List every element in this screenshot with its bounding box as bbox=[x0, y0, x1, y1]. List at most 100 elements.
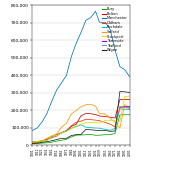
Manchester bbox=[104, 21, 106, 23]
Rochdale bbox=[65, 130, 68, 132]
Salford bbox=[46, 137, 48, 139]
Oldham bbox=[65, 130, 68, 132]
Bury bbox=[36, 142, 38, 144]
Manchester bbox=[90, 16, 92, 19]
Salford bbox=[119, 127, 121, 129]
Oldham bbox=[70, 125, 72, 127]
Rochdale bbox=[41, 140, 43, 142]
Bolton bbox=[90, 113, 92, 115]
Oldham bbox=[90, 119, 92, 121]
Tameside bbox=[129, 106, 131, 108]
Wigan bbox=[31, 142, 33, 144]
Bury bbox=[65, 138, 68, 140]
Wigan bbox=[129, 92, 131, 94]
Line: Stockport: Stockport bbox=[32, 96, 130, 142]
Line: Salford: Salford bbox=[32, 104, 130, 143]
Manchester bbox=[119, 66, 121, 68]
Wigan bbox=[75, 134, 77, 136]
Rochdale bbox=[129, 108, 131, 110]
Manchester bbox=[56, 89, 58, 91]
Line: Rochdale: Rochdale bbox=[32, 109, 130, 142]
Trafford bbox=[119, 107, 121, 109]
Wigan bbox=[85, 128, 87, 130]
Salford bbox=[31, 142, 33, 144]
Trafford bbox=[124, 107, 126, 109]
Wigan bbox=[65, 137, 68, 139]
Oldham bbox=[104, 121, 106, 124]
Rochdale bbox=[124, 108, 126, 110]
Stockport bbox=[85, 122, 87, 124]
Salford bbox=[94, 105, 97, 107]
Salford bbox=[60, 126, 63, 128]
Oldham bbox=[94, 119, 97, 121]
Rochdale bbox=[60, 132, 63, 134]
Bolton bbox=[124, 98, 126, 101]
Manchester bbox=[65, 74, 68, 76]
Bury bbox=[94, 134, 97, 136]
Tameside bbox=[119, 106, 121, 109]
Manchester bbox=[70, 56, 72, 58]
Oldham bbox=[75, 121, 77, 123]
Oldham bbox=[119, 106, 121, 108]
Line: Wigan: Wigan bbox=[32, 92, 130, 143]
Bury bbox=[98, 134, 101, 136]
Wigan bbox=[56, 138, 58, 141]
Line: Manchester: Manchester bbox=[32, 11, 130, 130]
Manchester bbox=[129, 76, 131, 78]
Rochdale bbox=[104, 128, 106, 130]
Manchester bbox=[41, 121, 43, 123]
Rochdale bbox=[80, 124, 82, 126]
Stockport bbox=[70, 128, 72, 130]
Manchester bbox=[75, 42, 77, 44]
Manchester bbox=[36, 127, 38, 129]
Bury bbox=[124, 114, 126, 116]
Rochdale bbox=[94, 127, 97, 129]
Salford bbox=[109, 117, 111, 119]
Tameside bbox=[124, 106, 126, 108]
Bolton bbox=[31, 141, 33, 143]
Bury bbox=[109, 134, 111, 136]
Stockport bbox=[124, 96, 126, 98]
Oldham bbox=[98, 120, 101, 122]
Rochdale bbox=[109, 129, 111, 131]
Oldham bbox=[31, 142, 33, 144]
Rochdale bbox=[31, 141, 33, 143]
Oldham bbox=[129, 106, 131, 108]
Stockport bbox=[109, 119, 111, 121]
Rochdale bbox=[75, 125, 77, 128]
Line: Trafford: Trafford bbox=[120, 108, 130, 109]
Oldham bbox=[60, 132, 63, 134]
Stockport bbox=[80, 123, 82, 125]
Salford bbox=[41, 140, 43, 142]
Bolton bbox=[51, 135, 53, 138]
Salford bbox=[129, 106, 131, 109]
Oldham bbox=[109, 123, 111, 125]
Wigan bbox=[114, 130, 116, 132]
Oldham bbox=[85, 118, 87, 120]
Salford bbox=[51, 135, 53, 137]
Stockport bbox=[114, 120, 116, 122]
Bolton bbox=[46, 138, 48, 140]
Salford bbox=[90, 103, 92, 105]
Salford bbox=[75, 109, 77, 112]
Bolton bbox=[41, 140, 43, 142]
Stockport bbox=[65, 130, 68, 133]
Bolton bbox=[104, 116, 106, 118]
Bolton bbox=[119, 98, 121, 101]
Wigan bbox=[60, 137, 63, 139]
Bury bbox=[51, 141, 53, 143]
Stockport bbox=[119, 120, 121, 122]
Salford bbox=[124, 104, 126, 106]
Salford bbox=[114, 121, 116, 123]
Bolton bbox=[75, 123, 77, 125]
Legend: Bury, Bolton, Manchester, Oldham, Rochdale, Salford, Stockport, Tameside, Traffo: Bury, Bolton, Manchester, Oldham, Rochda… bbox=[102, 7, 128, 52]
Bolton bbox=[70, 125, 72, 127]
Stockport bbox=[46, 140, 48, 142]
Salford bbox=[70, 113, 72, 115]
Rochdale bbox=[119, 108, 121, 110]
Wigan bbox=[109, 130, 111, 132]
Oldham bbox=[114, 126, 116, 128]
Bury bbox=[114, 132, 116, 135]
Wigan bbox=[51, 140, 53, 142]
Stockport bbox=[51, 135, 53, 137]
